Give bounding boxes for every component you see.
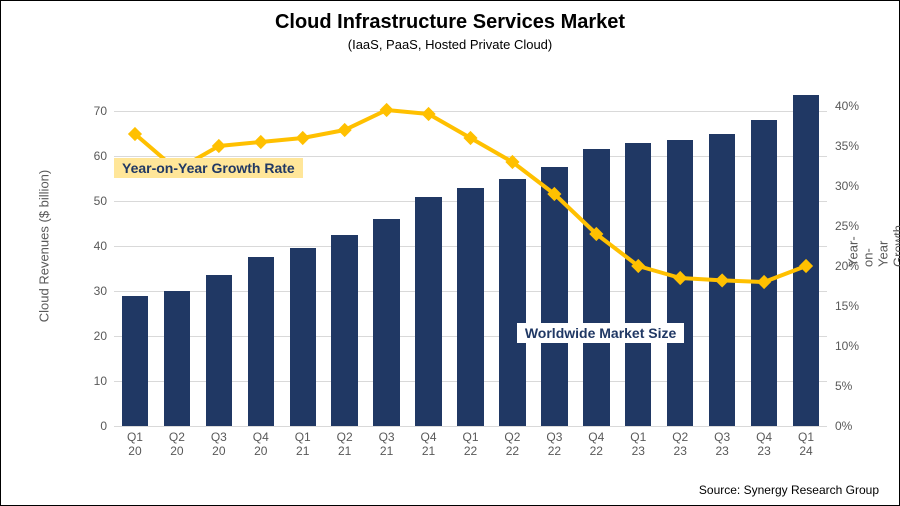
bar	[206, 275, 232, 426]
line-marker	[338, 124, 351, 137]
chart-subtitle: (IaaS, PaaS, Hosted Private Cloud)	[1, 37, 899, 52]
line-marker	[506, 156, 519, 169]
bar	[625, 143, 651, 427]
y-left-tick: 30	[79, 284, 107, 298]
x-tick-quarter: Q1	[451, 430, 491, 444]
x-tick-year: 20	[241, 444, 281, 458]
bar	[164, 291, 190, 426]
x-tick-quarter: Q2	[325, 430, 365, 444]
line-marker	[296, 132, 309, 145]
x-tick-quarter: Q4	[744, 430, 784, 444]
line-marker	[212, 140, 225, 153]
x-tick-quarter: Q1	[786, 430, 826, 444]
bar	[457, 188, 483, 427]
x-tick-quarter: Q3	[534, 430, 574, 444]
line-marker	[422, 108, 435, 121]
y-left-tick: 50	[79, 194, 107, 208]
line-marker	[254, 136, 267, 149]
x-tick-year: 22	[534, 444, 574, 458]
x-tick-quarter: Q2	[157, 430, 197, 444]
y-left-tick: 20	[79, 329, 107, 343]
x-tick-quarter: Q3	[367, 430, 407, 444]
x-tick-quarter: Q4	[409, 430, 449, 444]
bar	[541, 167, 567, 426]
x-tick-year: 24	[786, 444, 826, 458]
bar	[331, 235, 357, 426]
x-tick-quarter: Q4	[576, 430, 616, 444]
x-tick-year: 23	[618, 444, 658, 458]
gridline	[114, 111, 827, 112]
y-left-tick: 40	[79, 239, 107, 253]
x-tick-quarter: Q3	[199, 430, 239, 444]
x-tick-year: 23	[660, 444, 700, 458]
y-right-tick: 30%	[835, 179, 859, 193]
x-tick-year: 21	[409, 444, 449, 458]
line-marker	[380, 104, 393, 117]
y-right-tick: 10%	[835, 339, 859, 353]
bar	[709, 134, 735, 427]
y-right-tick: 0%	[835, 419, 852, 433]
y-left-tick: 70	[79, 104, 107, 118]
y-axis-left-label: Cloud Revenues ($ billion)	[37, 170, 52, 322]
bar	[583, 149, 609, 426]
x-tick-quarter: Q1	[115, 430, 155, 444]
x-tick-quarter: Q2	[492, 430, 532, 444]
x-tick-year: 21	[367, 444, 407, 458]
x-tick-year: 20	[157, 444, 197, 458]
x-tick-year: 21	[283, 444, 323, 458]
bar	[499, 179, 525, 427]
source-attribution: Source: Synergy Research Group	[699, 483, 879, 497]
x-tick-quarter: Q1	[283, 430, 323, 444]
y-right-tick: 25%	[835, 219, 859, 233]
y-right-tick: 20%	[835, 259, 859, 273]
line-marker	[464, 132, 477, 145]
y-left-tick: 0	[79, 419, 107, 433]
bar	[290, 248, 316, 426]
bar	[751, 120, 777, 426]
bar	[415, 197, 441, 427]
bar	[793, 95, 819, 426]
x-tick-quarter: Q4	[241, 430, 281, 444]
y-right-tick: 5%	[835, 379, 852, 393]
gridline	[114, 426, 827, 427]
y-right-tick: 35%	[835, 139, 859, 153]
y-right-tick: 15%	[835, 299, 859, 313]
chart-title: Cloud Infrastructure Services Market	[1, 11, 899, 34]
growth-rate-annotation: Year-on-Year Growth Rate	[114, 158, 303, 178]
y-left-tick: 60	[79, 149, 107, 163]
line-marker	[129, 128, 142, 141]
chart-frame: Cloud Infrastructure Services Market (Ia…	[0, 0, 900, 506]
y-right-tick: 40%	[835, 99, 859, 113]
x-tick-year: 23	[744, 444, 784, 458]
bar	[122, 296, 148, 427]
x-tick-year: 22	[576, 444, 616, 458]
y-left-tick: 10	[79, 374, 107, 388]
bar	[373, 219, 399, 426]
market-size-annotation: Worldwide Market Size	[517, 323, 684, 343]
x-tick-year: 20	[115, 444, 155, 458]
x-tick-year: 22	[451, 444, 491, 458]
x-tick-quarter: Q3	[702, 430, 742, 444]
plot-area	[114, 66, 827, 426]
x-tick-year: 20	[199, 444, 239, 458]
x-tick-year: 21	[325, 444, 365, 458]
x-tick-quarter: Q2	[660, 430, 700, 444]
x-tick-quarter: Q1	[618, 430, 658, 444]
x-tick-year: 22	[492, 444, 532, 458]
bar	[248, 257, 274, 426]
x-tick-year: 23	[702, 444, 742, 458]
bar	[667, 140, 693, 426]
